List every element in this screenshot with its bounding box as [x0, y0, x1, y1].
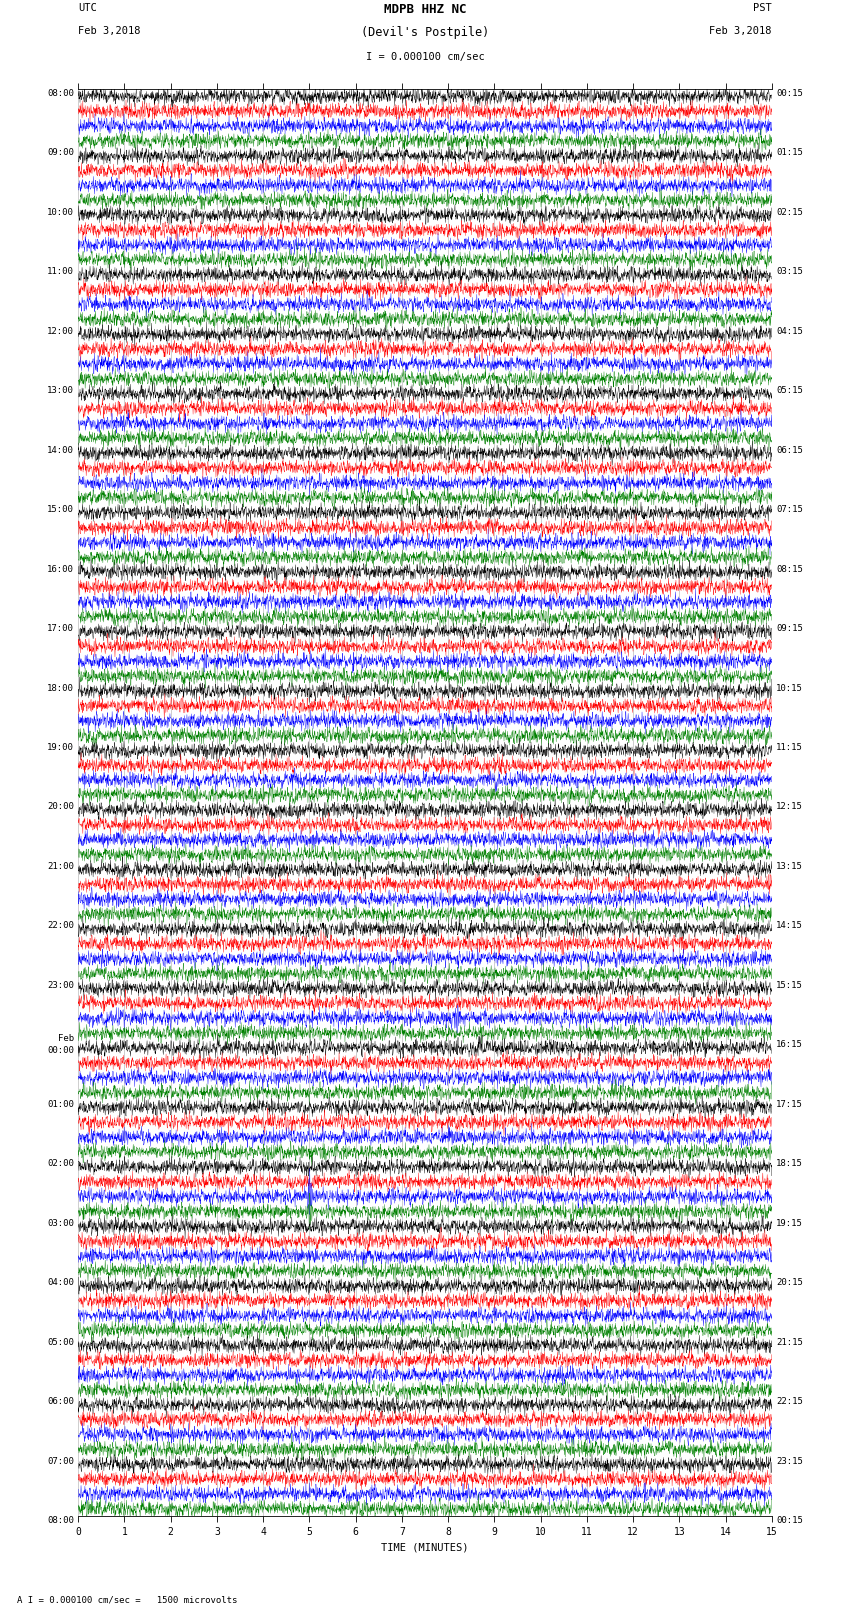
Text: PST: PST	[753, 3, 772, 13]
Text: 10:15: 10:15	[776, 684, 803, 692]
Text: 13:15: 13:15	[776, 861, 803, 871]
Text: 00:00: 00:00	[47, 1047, 74, 1055]
Text: 17:00: 17:00	[47, 624, 74, 632]
Text: 17:15: 17:15	[776, 1100, 803, 1108]
Text: 11:15: 11:15	[776, 744, 803, 752]
Text: 06:15: 06:15	[776, 445, 803, 455]
Text: 06:00: 06:00	[47, 1397, 74, 1407]
Text: 16:00: 16:00	[47, 565, 74, 574]
Text: 04:00: 04:00	[47, 1277, 74, 1287]
Text: 22:15: 22:15	[776, 1397, 803, 1407]
Text: 16:15: 16:15	[776, 1040, 803, 1050]
Text: 08:00: 08:00	[47, 89, 74, 98]
Text: A I = 0.000100 cm/sec =   1500 microvolts: A I = 0.000100 cm/sec = 1500 microvolts	[17, 1595, 237, 1605]
Text: 12:00: 12:00	[47, 326, 74, 336]
Text: 13:00: 13:00	[47, 386, 74, 395]
Text: 05:00: 05:00	[47, 1337, 74, 1347]
Text: 03:00: 03:00	[47, 1219, 74, 1227]
Text: 07:00: 07:00	[47, 1457, 74, 1466]
Text: 22:00: 22:00	[47, 921, 74, 931]
Text: 12:15: 12:15	[776, 803, 803, 811]
Text: 03:15: 03:15	[776, 268, 803, 276]
Text: 07:15: 07:15	[776, 505, 803, 515]
Text: Feb: Feb	[58, 1034, 74, 1044]
Text: 15:00: 15:00	[47, 505, 74, 515]
Text: 19:15: 19:15	[776, 1219, 803, 1227]
Text: 02:15: 02:15	[776, 208, 803, 216]
Text: 23:00: 23:00	[47, 981, 74, 990]
Text: 18:15: 18:15	[776, 1160, 803, 1168]
Text: 01:15: 01:15	[776, 148, 803, 156]
Text: 01:00: 01:00	[47, 1100, 74, 1108]
Text: 11:00: 11:00	[47, 268, 74, 276]
Text: 02:00: 02:00	[47, 1160, 74, 1168]
Text: UTC: UTC	[78, 3, 97, 13]
Text: 20:15: 20:15	[776, 1277, 803, 1287]
Text: 14:00: 14:00	[47, 445, 74, 455]
Text: 23:15: 23:15	[776, 1457, 803, 1466]
Text: Feb 3,2018: Feb 3,2018	[78, 26, 141, 35]
Text: 19:00: 19:00	[47, 744, 74, 752]
Text: 04:15: 04:15	[776, 326, 803, 336]
Text: 21:00: 21:00	[47, 861, 74, 871]
Text: 15:15: 15:15	[776, 981, 803, 990]
Text: 20:00: 20:00	[47, 803, 74, 811]
Text: 08:00: 08:00	[47, 1516, 74, 1526]
Text: 10:00: 10:00	[47, 208, 74, 216]
X-axis label: TIME (MINUTES): TIME (MINUTES)	[382, 1542, 468, 1552]
Text: 08:15: 08:15	[776, 565, 803, 574]
Text: 09:15: 09:15	[776, 624, 803, 632]
Text: 14:15: 14:15	[776, 921, 803, 931]
Text: (Devil's Postpile): (Devil's Postpile)	[361, 26, 489, 39]
Text: 05:15: 05:15	[776, 386, 803, 395]
Text: 18:00: 18:00	[47, 684, 74, 692]
Text: 00:15: 00:15	[776, 1516, 803, 1526]
Text: Feb 3,2018: Feb 3,2018	[709, 26, 772, 35]
Text: I = 0.000100 cm/sec: I = 0.000100 cm/sec	[366, 52, 484, 61]
Text: 09:00: 09:00	[47, 148, 74, 156]
Text: 21:15: 21:15	[776, 1337, 803, 1347]
Text: MDPB HHZ NC: MDPB HHZ NC	[383, 3, 467, 16]
Text: 00:15: 00:15	[776, 89, 803, 98]
